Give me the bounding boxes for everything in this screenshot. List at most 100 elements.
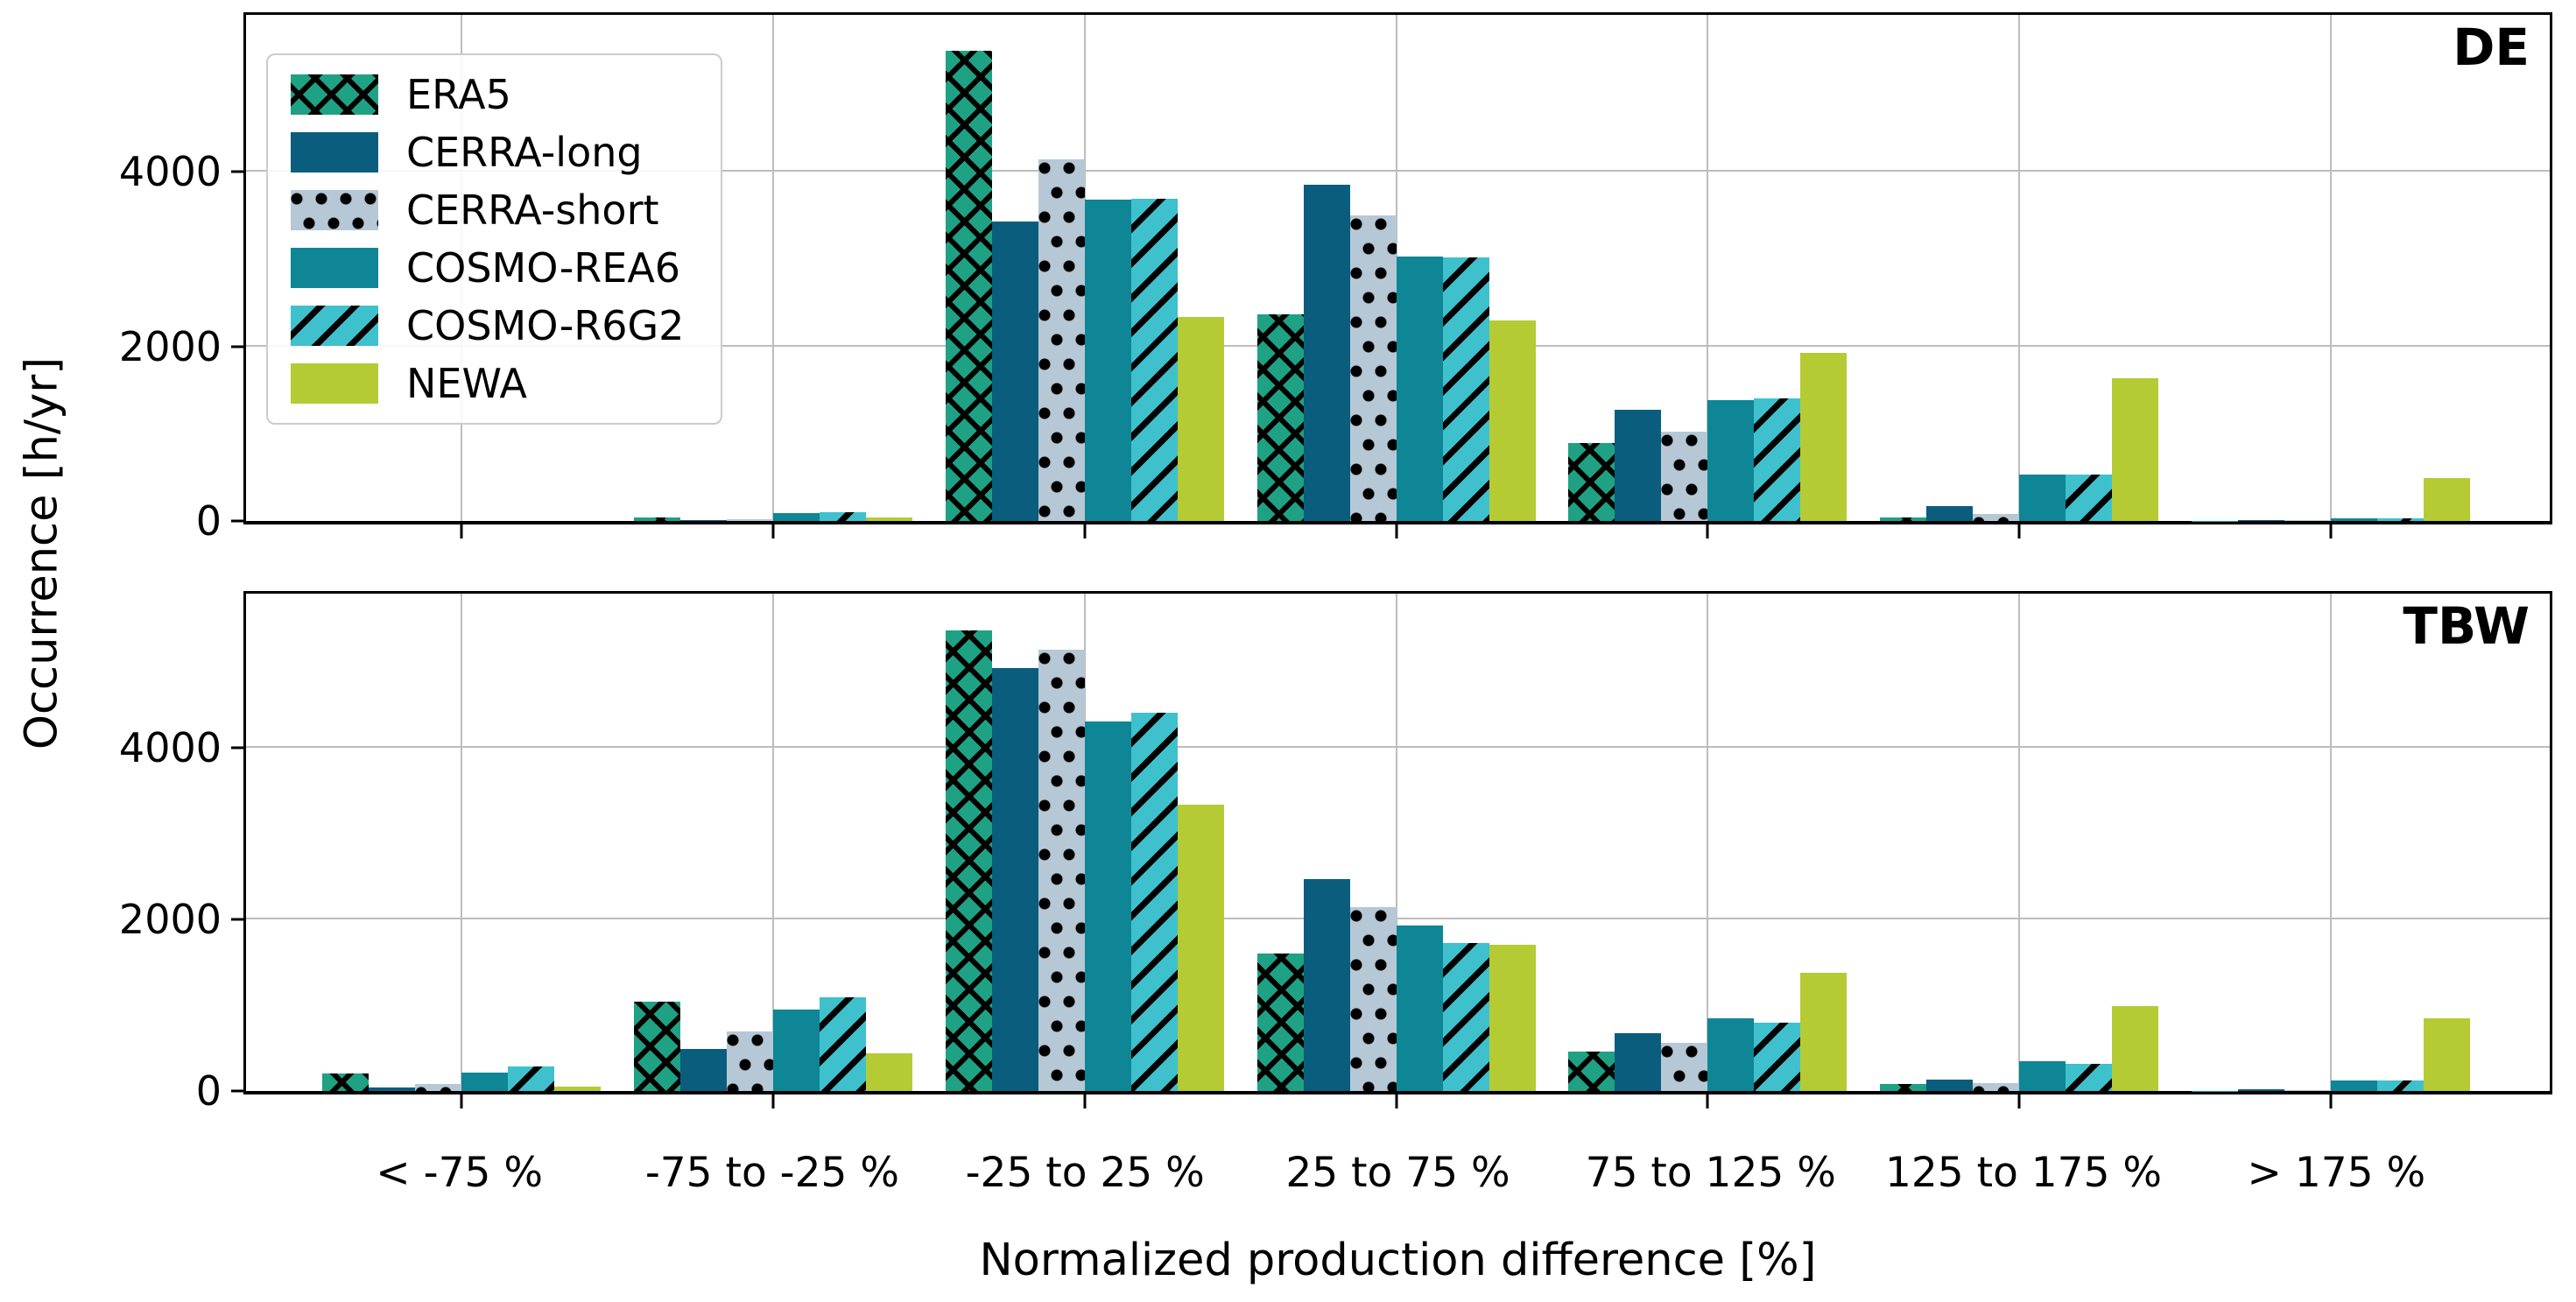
- bar-CERRA-short-cat3: [1349, 907, 1397, 1091]
- bar-COSMO-REA6-cat1: [772, 1009, 820, 1091]
- y-tick-label: 4000: [118, 724, 222, 772]
- legend-label-COSMO-REA6: COSMO-REA6: [406, 244, 681, 292]
- y-tick-mark: [231, 170, 246, 173]
- bar-COSMO-REA6-cat6: [2331, 1080, 2378, 1091]
- bar-COSMO-REA6-cat1: [772, 512, 820, 521]
- gridline-x: [1707, 594, 1709, 1091]
- bar-NEWA-cat5: [2112, 1006, 2159, 1091]
- bar-NEWA-cat2: [1177, 804, 1224, 1091]
- x-tick-label-cat3: 25 to 75 %: [1285, 1149, 1510, 1197]
- y-tick-label: 2000: [118, 322, 222, 370]
- bar-COSMO-R6G2-cat5: [2066, 1064, 2113, 1091]
- panel-tbw: 0 2000 4000 TBW: [119, 591, 2552, 1111]
- bar-COSMO-R6G2-cat5: [2066, 475, 2113, 521]
- bar-NEWA-cat0: [553, 1086, 601, 1091]
- bar-NEWA-cat1: [865, 517, 912, 521]
- y-tick-mark: [231, 1089, 246, 1093]
- x-tick-label-cat5: 125 to 175 %: [1885, 1149, 2163, 1197]
- plot-area-tbw: 0 2000 4000: [119, 591, 2552, 1111]
- legend-entry-NEWA: NEWA: [291, 363, 684, 404]
- bar-group: [2175, 15, 2487, 538]
- bar-ERA5-cat5: [1880, 517, 1927, 521]
- x-tick-mark: [771, 524, 775, 538]
- bar-CERRA-long-cat3: [1303, 879, 1350, 1091]
- bar-COSMO-R6G2-cat1: [819, 511, 866, 521]
- bar-ERA5-cat2: [945, 630, 992, 1091]
- bar-group: [2175, 594, 2487, 1108]
- bar-CERRA-long-cat1: [679, 520, 727, 521]
- gridline-x: [460, 594, 462, 1091]
- gridline-x: [771, 594, 774, 1091]
- bar-COSMO-REA6-cat6: [2331, 517, 2378, 521]
- y-tick-label: 4000: [118, 148, 222, 196]
- bar-COSMO-R6G2-cat4: [1754, 1022, 1801, 1091]
- bar-CERRA-long-cat4: [1615, 1033, 1662, 1091]
- bar-COSMO-R6G2-cat6: [2377, 518, 2425, 521]
- bar-group: [1863, 15, 2175, 538]
- bar-COSMO-REA6-cat3: [1396, 257, 1443, 521]
- plot-area-de: 0 2000 4000: [119, 12, 2552, 541]
- bar-CERRA-short-cat1: [726, 1031, 773, 1091]
- bar-COSMO-R6G2-cat2: [1130, 199, 1178, 521]
- bar-NEWA-cat3: [1489, 944, 1536, 1091]
- legend-swatch-ERA5: [291, 74, 378, 115]
- bar-CERRA-long-cat5: [1926, 505, 1974, 521]
- x-tick-labels: < -75 % -75 to -25 % -25 to 25 % 25 to 75 %…: [303, 1149, 2493, 1197]
- bar-CERRA-short-cat5: [1973, 513, 2020, 521]
- legend-swatch-NEWA: [291, 363, 378, 404]
- bar-NEWA-cat4: [1800, 352, 1848, 521]
- bar-COSMO-REA6-cat3: [1396, 925, 1443, 1091]
- gridline-x: [2018, 594, 2021, 1091]
- bar-COSMO-R6G2-cat2: [1130, 713, 1178, 1091]
- bar-COSMO-REA6-cat5: [2019, 475, 2066, 521]
- bar-group: [617, 594, 929, 1108]
- bar-group: [1863, 594, 2175, 1108]
- bar-group: [1552, 594, 1863, 1108]
- panel-title-tbw: TBW: [2403, 596, 2530, 656]
- legend-swatch-CERRA-long: [291, 132, 378, 172]
- bar-ERA5-cat0: [321, 1073, 369, 1091]
- bar-COSMO-REA6-cat5: [2019, 1060, 2066, 1091]
- bar-CERRA-long-cat3: [1303, 185, 1350, 521]
- bar-ERA5-cat3: [1256, 313, 1304, 521]
- legend-entry-ERA5: ERA5: [291, 74, 684, 115]
- bar-ERA5-cat4: [1568, 443, 1615, 521]
- y-tick-mark: [231, 345, 246, 348]
- gridline-x: [2330, 15, 2333, 521]
- legend-label-COSMO-R6G2: COSMO-R6G2: [406, 302, 685, 349]
- gridline-x: [2018, 15, 2021, 521]
- legend-entry-COSMO-R6G2: COSMO-R6G2: [291, 306, 684, 346]
- gridline-x: [771, 15, 774, 521]
- bar-CERRA-long-cat4: [1615, 410, 1662, 521]
- bar-NEWA-cat2: [1177, 316, 1224, 521]
- y-tick-label: 0: [195, 497, 222, 545]
- bar-COSMO-R6G2-cat3: [1442, 257, 1489, 521]
- bar-group: [617, 15, 929, 538]
- bar-NEWA-cat1: [865, 1052, 912, 1091]
- legend-swatch-CERRA-short: [291, 190, 378, 230]
- bar-group: [306, 594, 617, 1108]
- x-tick-label-cat6: > 175 %: [2247, 1149, 2426, 1197]
- gridline-y-2000: [246, 918, 2550, 920]
- legend-entry-COSMO-REA6: COSMO-REA6: [291, 248, 684, 288]
- bar-COSMO-REA6-cat2: [1084, 721, 1131, 1091]
- bar-COSMO-R6G2-cat3: [1442, 942, 1489, 1091]
- panel-title-de: DE: [2453, 18, 2530, 77]
- x-tick-mark: [1083, 1094, 1087, 1108]
- y-tick-mark: [231, 746, 246, 750]
- x-tick-mark: [1706, 1094, 1709, 1108]
- y-tick-mark: [231, 918, 246, 921]
- bar-NEWA-cat5: [2112, 377, 2159, 521]
- legend-entry-CERRA-long: CERRA-long: [291, 132, 684, 172]
- bar-group: [1241, 15, 1552, 538]
- x-tick-mark: [460, 524, 463, 538]
- x-tick-mark: [1706, 524, 1709, 538]
- bar-CERRA-short-cat1: [726, 519, 773, 521]
- bar-CERRA-short-cat4: [1661, 1043, 1708, 1091]
- bar-group: [929, 15, 1241, 538]
- gridline-y-4000: [246, 170, 2550, 172]
- y-tick-label: 0: [195, 1067, 222, 1115]
- bar-CERRA-long-cat1: [679, 1049, 727, 1091]
- bar-COSMO-REA6-cat4: [1707, 1017, 1755, 1091]
